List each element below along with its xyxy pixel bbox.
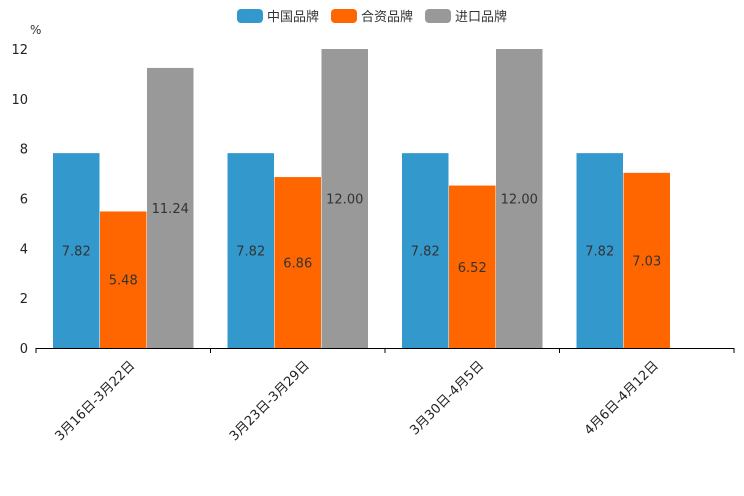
y-tick-label: 6 bbox=[20, 193, 28, 208]
legend-label: 中国品牌 bbox=[267, 9, 319, 25]
bar-2-1 bbox=[100, 211, 147, 348]
data-label: 7.03 bbox=[632, 254, 661, 269]
data-label: 7.82 bbox=[585, 245, 614, 260]
bar-2-3 bbox=[449, 185, 496, 348]
data-labels-group: 7.82 5.48 11.24 7.82 6.86 12.00 7.82 6.52 12.00 7… bbox=[62, 193, 661, 289]
bar-1-4 bbox=[576, 153, 623, 348]
bar-3-1 bbox=[147, 67, 194, 348]
legend: 中国品牌 合资品牌 进口品牌 bbox=[236, 9, 507, 25]
y-tick-label: 0 bbox=[20, 342, 28, 357]
y-tick-label: 10 bbox=[11, 93, 28, 108]
x-tick-label: 3月23日-3月29日 bbox=[227, 358, 313, 444]
legend-swatch bbox=[330, 9, 357, 23]
x-tick-label: 3月16日-3月22日 bbox=[53, 358, 139, 444]
y-tick-label: 2 bbox=[20, 292, 28, 307]
bar-1-1 bbox=[53, 153, 100, 348]
x-tick-label: 4月6日-4月12日 bbox=[582, 358, 662, 438]
bar-1-3 bbox=[402, 153, 449, 348]
y-tick-label: 8 bbox=[20, 143, 28, 158]
legend-item-1[interactable]: 中国品牌 bbox=[236, 9, 319, 25]
legend-swatch bbox=[236, 9, 263, 23]
data-label: 12.00 bbox=[501, 193, 538, 208]
data-label: 5.48 bbox=[109, 274, 138, 289]
data-label: 12.00 bbox=[326, 193, 363, 208]
y-tick-label: 12 bbox=[11, 43, 28, 58]
bar-3-2 bbox=[321, 49, 368, 348]
legend-swatch bbox=[425, 9, 452, 23]
data-label: 11.24 bbox=[152, 202, 189, 217]
data-label: 7.82 bbox=[411, 245, 440, 260]
bar-2-2 bbox=[274, 177, 321, 348]
bar-1-2 bbox=[227, 153, 274, 348]
data-label: 7.82 bbox=[236, 245, 265, 260]
bar-3-3 bbox=[496, 49, 543, 348]
bars-group bbox=[53, 49, 670, 348]
x-axis: 3月16日-3月22日 3月23日-3月29日 3月30日-4月5日 4月6日-4月1… bbox=[35, 348, 735, 444]
bar-2-4 bbox=[623, 172, 670, 348]
data-label: 6.52 bbox=[458, 261, 487, 276]
y-tick-label: 4 bbox=[20, 242, 28, 257]
legend-item-3[interactable]: 进口品牌 bbox=[425, 9, 507, 25]
y-axis-unit-label: % bbox=[30, 23, 41, 37]
y-axis: 0 2 4 6 8 10 12 bbox=[11, 43, 28, 357]
legend-label: 合资品牌 bbox=[361, 9, 413, 25]
x-tick-label: 3月30日-4月5日 bbox=[407, 358, 487, 438]
legend-item-2[interactable]: 合资品牌 bbox=[330, 9, 413, 25]
legend-label: 进口品牌 bbox=[455, 9, 507, 25]
data-label: 7.82 bbox=[62, 245, 91, 260]
data-label: 6.86 bbox=[283, 257, 312, 272]
